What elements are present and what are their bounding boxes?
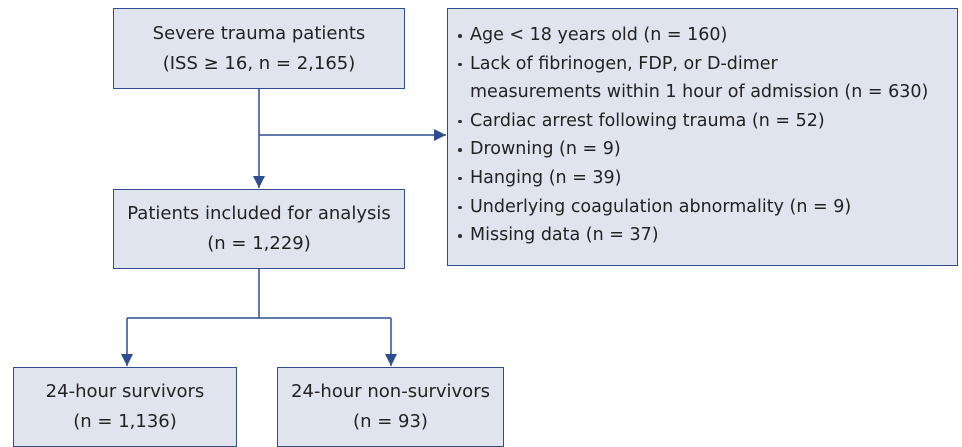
exclusion-text: Lack of fibrinogen, FDP, or D-dimer (470, 53, 778, 74)
exclusion-text: Cardiac arrest following trauma (n = 52) (470, 110, 825, 131)
node-text: 24-hour survivors (45, 381, 205, 402)
node-text: 24-hour non-survivors (291, 381, 490, 402)
node-text: (n = 1,136) (73, 411, 177, 432)
node-box: 24-hour non-survivors (n = 93) (277, 367, 504, 447)
bullet (458, 234, 462, 238)
bullet (458, 176, 462, 181)
exclusion-item: Hanging (n = 39) (456, 164, 957, 193)
node-text: Patients included for analysis (127, 203, 391, 224)
exclusion-item: Lack of fibrinogen, FDP, or D-dimer measu… (456, 50, 957, 107)
bullet (458, 119, 462, 124)
exclusion-text: Underlying coagulation abnormality (n = … (470, 196, 852, 217)
exclusion-text: Drowning (n = 9) (470, 139, 621, 160)
exclusion-text: Hanging (n = 39) (470, 167, 622, 188)
exclusion-item: Missing data (n = 37) (456, 221, 957, 250)
node-box: 24-hour survivors (n = 1,136) (13, 367, 237, 447)
exclusion-item: Age < 18 years old (n = 160) (456, 21, 957, 50)
exclusion-item: Cardiac arrest following trauma (n = 52) (456, 107, 957, 136)
node-text: (n = 1,229) (207, 233, 311, 254)
node-text: (n = 93) (353, 411, 428, 432)
exclusion-text: Age < 18 years old (n = 160) (470, 25, 728, 45)
exclusion-item: Underlying coagulation abnormality (n = … (456, 193, 957, 222)
exclusion-box: Age < 18 years old (n = 160) Lack of fibr… (447, 8, 958, 266)
exclusion-text: Missing data (n = 37) (470, 225, 659, 246)
node-box: Patients included for analysis (n = 1,22… (113, 189, 405, 269)
bullet (458, 62, 462, 67)
node-text: Severe trauma patients (152, 22, 366, 44)
bullet (458, 148, 462, 152)
bullet (458, 205, 462, 210)
exclusion-item: Drowning (n = 9) (456, 135, 957, 164)
node-box: Severe trauma patients (ISS ≥ 16, n = 2,… (113, 8, 405, 89)
bullet (458, 34, 462, 38)
node-text: (ISS ≥ 16, n = 2,165) (162, 52, 356, 74)
exclusion-text: measurements within 1 hour of admission … (470, 82, 929, 103)
